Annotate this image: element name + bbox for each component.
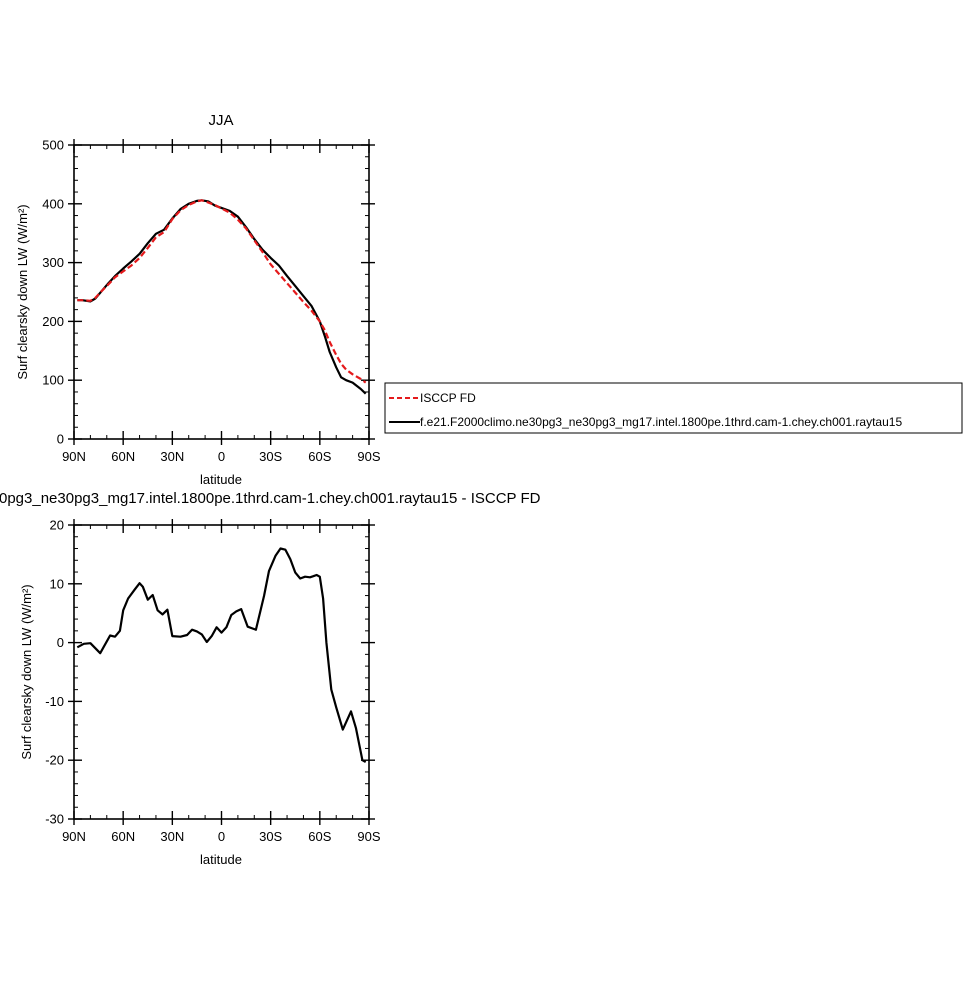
bottom-plot-frame	[73, 524, 370, 820]
top-x-tick-label: 30S	[259, 449, 282, 464]
top-y-tick-label: 300	[42, 255, 64, 270]
top-chart-title: JJA	[208, 112, 233, 129]
bottom-y-axis-label: Surf clearsky down LW (W/m²)	[19, 584, 34, 759]
top-y-axis-label: Surf clearsky down LW (W/m²)	[15, 204, 30, 379]
top-series-line-1	[77, 199, 367, 384]
bottom-x-tick-label: 90N	[62, 829, 86, 844]
bottom-y-tick-label: 20	[50, 518, 64, 533]
bottom-series	[76, 547, 367, 763]
legend-label-model: f.e21.F2000climo.ne30pg3_ne30pg3_mg17.in…	[420, 415, 902, 429]
top-x-tick-label: 60S	[308, 449, 331, 464]
bottom-x-tick-label: 60N	[111, 829, 135, 844]
top-y-tick-label: 400	[42, 196, 64, 211]
top-y-tick-label: 200	[42, 314, 64, 329]
bottom-x-axis-label: latitude	[200, 852, 242, 867]
top-x-tick-label: 90S	[357, 449, 380, 464]
top-x-tick-label: 60N	[111, 449, 135, 464]
bottom-panel: 0pg3_ne30pg3_mg17.intel.1800pe.1thrd.cam…	[0, 490, 541, 867]
bottom-x-tick-label: 30S	[259, 829, 282, 844]
bottom-y-tick-label: -30	[45, 812, 64, 827]
top-x-tick-label: 90N	[62, 449, 86, 464]
top-plot-frame	[73, 144, 370, 440]
bottom-y-tick-label: -20	[45, 753, 64, 768]
top-x-tick-label: 30N	[160, 449, 184, 464]
bottom-x-tick-label: 0	[218, 829, 225, 844]
top-series	[77, 199, 367, 395]
bottom-x-tick-label: 30N	[160, 829, 184, 844]
legend-box	[384, 382, 963, 434]
legend-label-isccp: ISCCP FD	[420, 391, 476, 405]
top-x-tick-label: 0	[218, 449, 225, 464]
bottom-chart-title: 0pg3_ne30pg3_mg17.intel.1800pe.1thrd.cam…	[0, 490, 541, 507]
top-series-line-0	[77, 199, 367, 395]
bottom-y-tick-label: 10	[50, 576, 64, 591]
bottom-y-tick-label: 0	[57, 635, 64, 650]
top-y-tick-label: 0	[57, 432, 64, 447]
bottom-x-tick-label: 60S	[308, 829, 331, 844]
bottom-y-tick-label: -10	[45, 694, 64, 709]
bottom-x-tick-label: 90S	[357, 829, 380, 844]
bottom-series-line-0	[76, 547, 367, 763]
top-legend: ISCCP FD f.e21.F2000climo.ne30pg3_ne30pg…	[384, 382, 963, 434]
top-x-axis-label: latitude	[200, 472, 242, 487]
top-y-tick-label: 100	[42, 373, 64, 388]
top-y-tick-label: 500	[42, 138, 64, 153]
